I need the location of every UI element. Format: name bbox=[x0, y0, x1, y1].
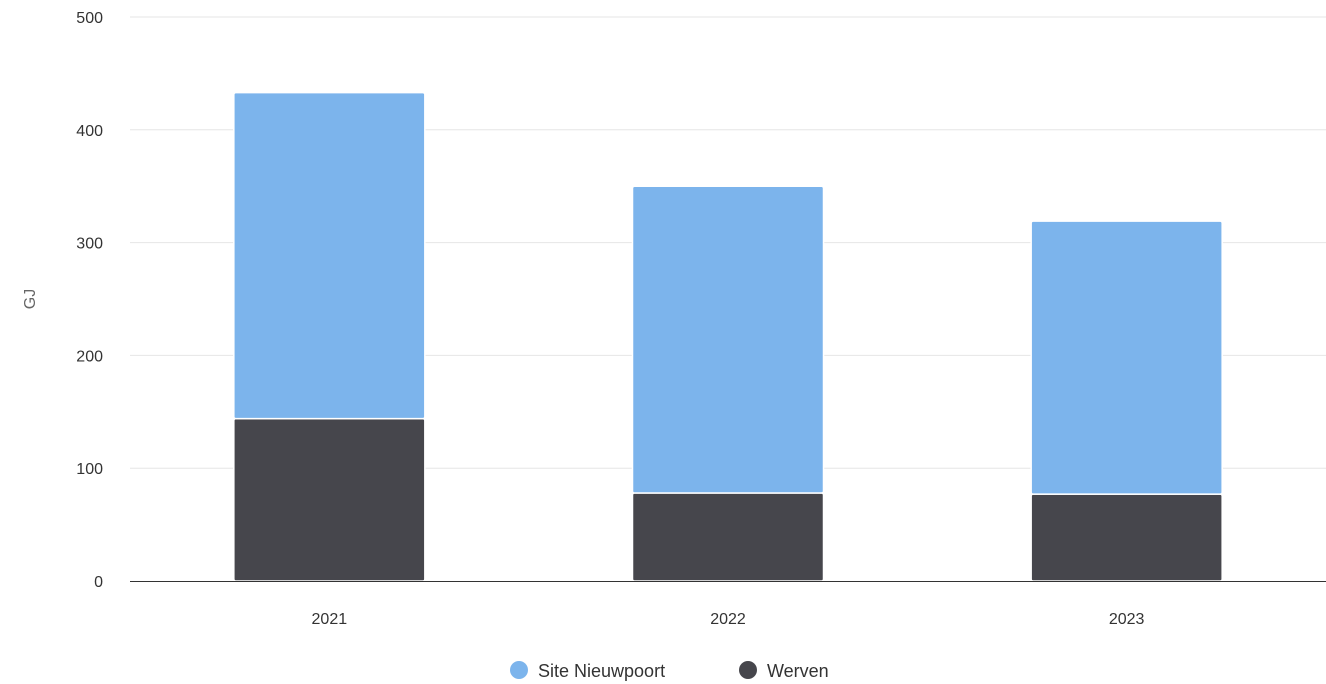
y-tick-label: 200 bbox=[76, 348, 103, 365]
bar-site-nieuwpoort-2021 bbox=[233, 91, 426, 420]
legend-marker-werven bbox=[739, 661, 757, 679]
bars bbox=[233, 91, 1223, 582]
bar-werven-2022 bbox=[631, 492, 825, 582]
bar-site-nieuwpoort-2022 bbox=[631, 185, 825, 494]
y-tick-label: 100 bbox=[76, 461, 103, 478]
legend-marker-site-nieuwpoort bbox=[510, 661, 528, 679]
x-tick-label: 2022 bbox=[710, 611, 746, 628]
bar-site-nieuwpoort-2023 bbox=[1030, 220, 1223, 495]
y-tick-label: 500 bbox=[76, 10, 103, 27]
x-axis-ticks: 2021 2022 2023 bbox=[312, 611, 1145, 628]
y-tick-label: 300 bbox=[76, 236, 103, 253]
x-tick-label: 2021 bbox=[312, 611, 348, 628]
legend: Site Nieuwpoort Werven bbox=[510, 661, 829, 681]
legend-label: Site Nieuwpoort bbox=[538, 661, 665, 681]
y-axis-label: GJ bbox=[22, 289, 39, 309]
y-axis-ticks: 0 100 200 300 400 500 bbox=[76, 10, 103, 591]
y-tick-label: 400 bbox=[76, 123, 103, 140]
bar-werven-2021 bbox=[233, 417, 426, 582]
y-tick-label: 0 bbox=[94, 574, 103, 591]
legend-label: Werven bbox=[767, 661, 829, 681]
x-tick-label: 2023 bbox=[1109, 611, 1145, 628]
bar-werven-2023 bbox=[1030, 493, 1223, 582]
